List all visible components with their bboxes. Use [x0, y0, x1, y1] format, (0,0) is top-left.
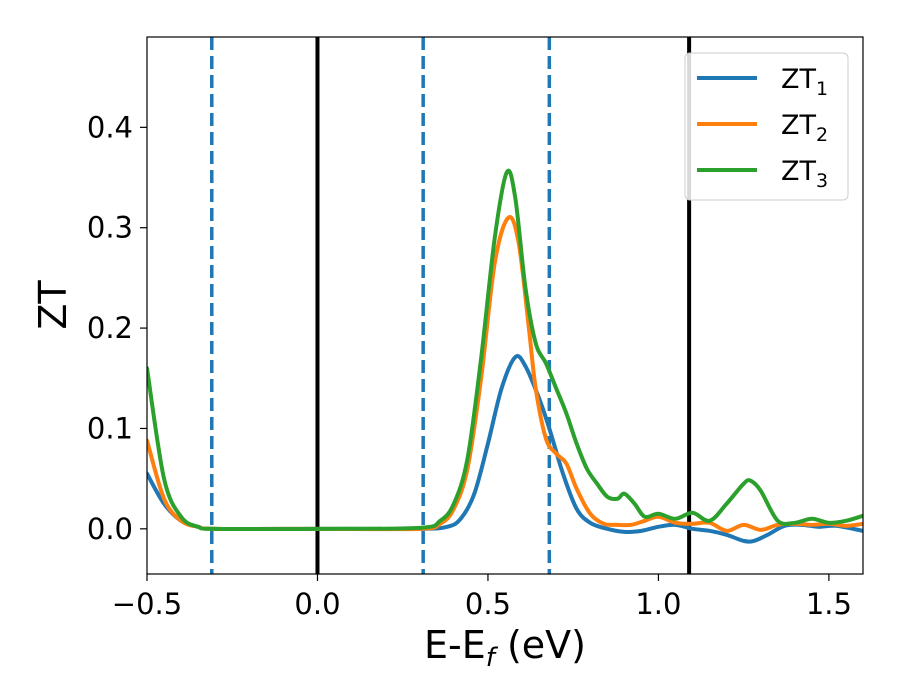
x-tick-label: 0.0	[294, 587, 340, 621]
x-tick-label: 1.5	[806, 587, 852, 621]
x-tick-label: 1.0	[635, 587, 681, 621]
y-axis-title: ZT	[31, 280, 75, 330]
x-axis-title: E-Ef (eV)	[424, 623, 586, 673]
y-tick-label: 0.2	[87, 311, 133, 345]
y-axis-ticks: 0.0 0.1 0.2 0.3 0.4	[87, 110, 147, 546]
x-axis-title-main: E-E	[424, 623, 486, 667]
plot-frame	[146, 36, 864, 575]
series-line-zt3	[147, 168, 863, 532]
x-axis-ticks: −0.5 0.0 0.5 1.0 1.5	[112, 574, 852, 621]
y-tick-label: 0.3	[87, 211, 133, 245]
x-axis-title-suffix: (eV)	[495, 623, 586, 667]
legend-label-zt2: ZT2	[781, 110, 828, 146]
y-tick-label: 0.0	[87, 512, 133, 546]
legend-label-zt3: ZT3	[781, 156, 828, 192]
legend: ZT1 ZT2 ZT3	[684, 52, 849, 201]
series-lines	[147, 168, 863, 544]
y-tick-label: 0.1	[87, 411, 133, 445]
x-tick-label: 0.5	[465, 587, 511, 621]
legend-box	[684, 52, 849, 201]
y-tick-label: 0.4	[87, 110, 133, 144]
x-tick-label: −0.5	[112, 587, 182, 621]
legend-label-zt1: ZT1	[781, 64, 828, 100]
